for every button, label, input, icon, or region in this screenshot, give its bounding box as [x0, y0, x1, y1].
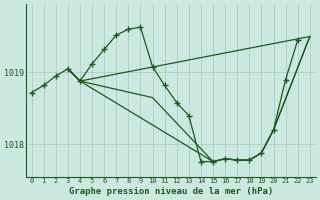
X-axis label: Graphe pression niveau de la mer (hPa): Graphe pression niveau de la mer (hPa) [68, 187, 273, 196]
